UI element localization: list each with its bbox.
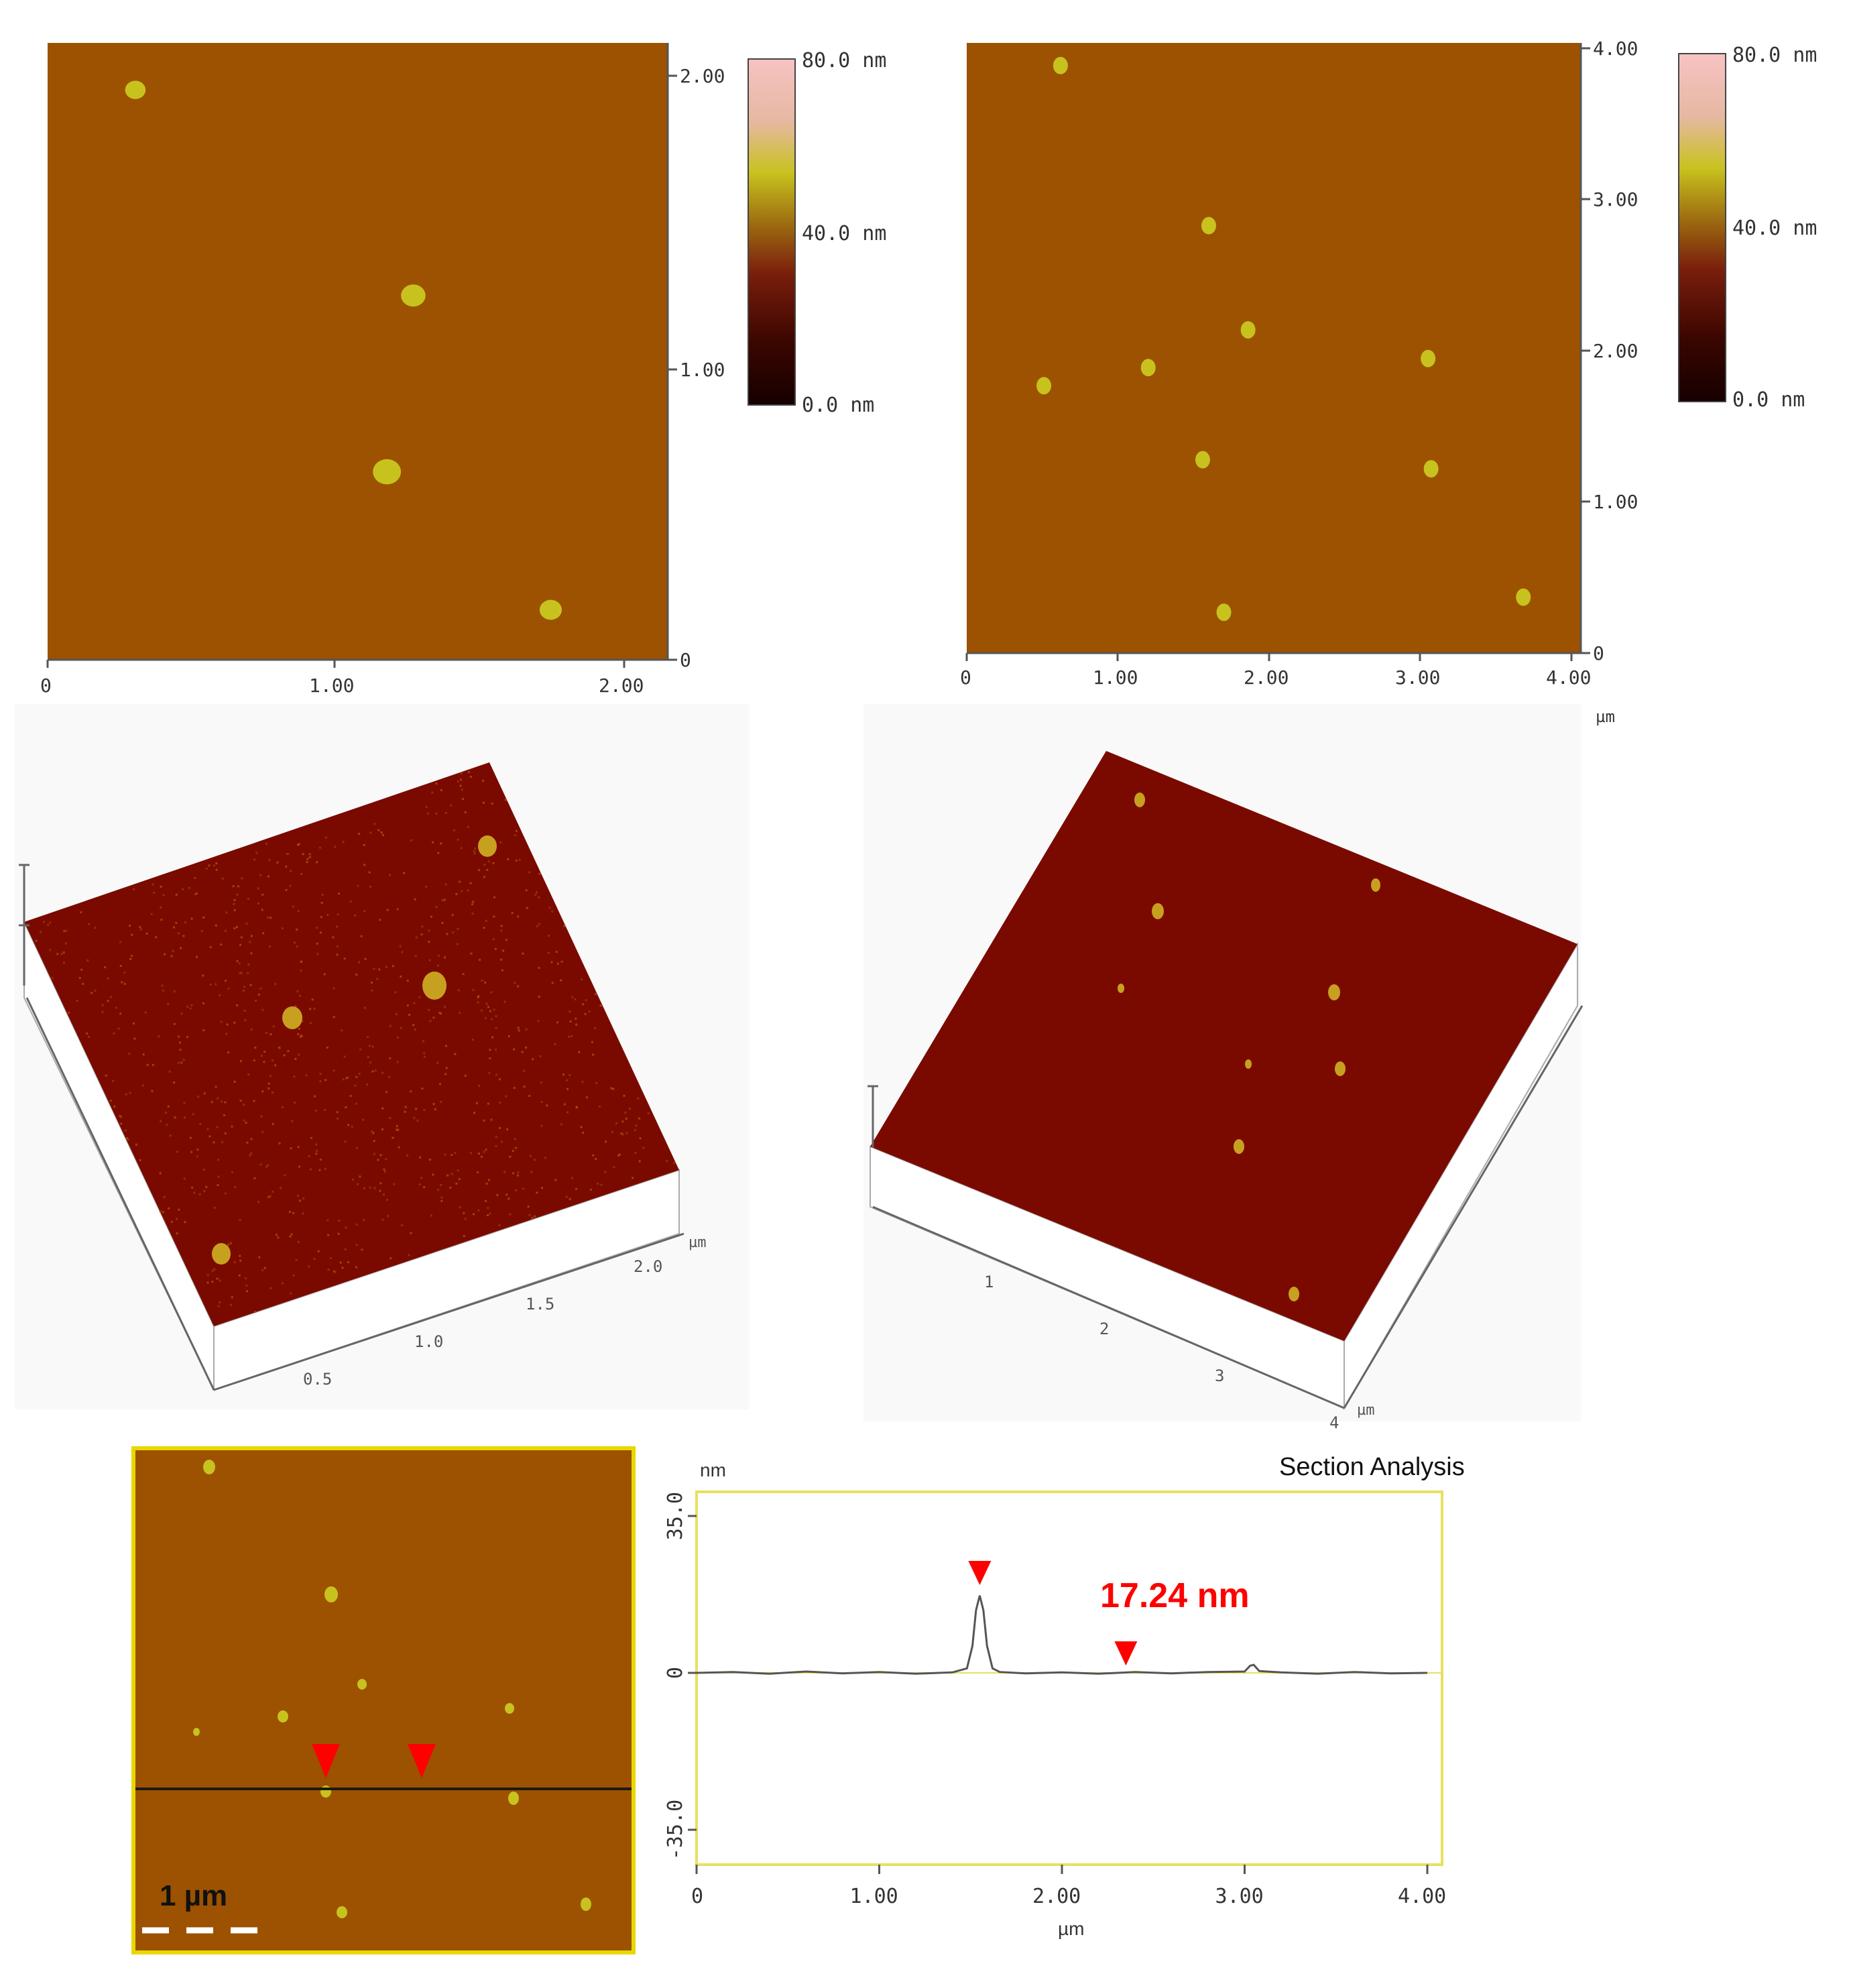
- colorbar-bottom-label: 0.0 nm: [802, 394, 874, 417]
- surface-3d-2um-particles: [212, 835, 497, 1265]
- height-map-2um-particles: [125, 80, 562, 620]
- height-map-4um-y-tick: 1.00: [1593, 491, 1638, 513]
- height-map-4um-unit: µm: [1596, 707, 1615, 726]
- particle: [1423, 460, 1439, 478]
- height-map-4um-particles: [1036, 56, 1531, 622]
- height-map-4um-y-tick: 2.00: [1593, 340, 1638, 362]
- height-map-4um-panel: 4.00 3.00 2.00 1.00 0 0 1.00 2.00 3.00 4…: [960, 38, 1817, 726]
- height-map-2um-x-tick: 2.00: [599, 675, 644, 697]
- height-map-2um-y-tick: 1.00: [680, 359, 725, 381]
- surface-3d-2um-x-tick: 2.0: [634, 1257, 662, 1276]
- height-colorbar: [748, 58, 796, 406]
- particle: [1201, 217, 1216, 235]
- particle: [1053, 56, 1068, 74]
- particle: [401, 284, 426, 307]
- section-x-tick: 3.00: [1215, 1885, 1264, 1908]
- section-marker: [968, 1561, 992, 1585]
- surface-3d-2um-top: [24, 762, 679, 1326]
- surface-3d-2um-x-tick: 1.0: [414, 1332, 443, 1351]
- surface-3d-2um-x-tick: 0.5: [303, 1370, 332, 1389]
- section-y-tick: 35.0: [664, 1492, 687, 1540]
- colorbar-mid-label: 40.0 nm: [1732, 217, 1817, 240]
- section-map-image: [131, 1446, 636, 1954]
- section-y-unit: nm: [700, 1460, 726, 1480]
- section-y-tick: -35.0: [664, 1800, 687, 1860]
- height-map-4um-x-tick: 1.00: [1093, 666, 1138, 689]
- height-map-4um-y-tick: 0: [1593, 642, 1604, 664]
- section-x-unit: µm: [1058, 1918, 1084, 1939]
- surface-3d-4um-particles: [1118, 793, 1380, 1301]
- colorbar-top-label: 80.0 nm: [802, 49, 886, 72]
- surface-3d-2um-panel: 0.5 1.0 1.5 2.0 µm: [15, 704, 749, 1409]
- section-map-panel: 1 µm: [131, 1446, 636, 1954]
- height-map-4um-x-tick: 4.00: [1546, 666, 1591, 689]
- height-colorbar: [1678, 53, 1726, 402]
- section-y-tick: 0: [664, 1667, 687, 1679]
- particle: [1036, 377, 1052, 395]
- particle: [539, 599, 562, 620]
- section-marker-right[interactable]: [408, 1744, 436, 1778]
- section-x-tick: 1.00: [850, 1885, 898, 1908]
- height-map-2um-panel: 2.00 1.00 0 0 1.00 2.00 µm 80.0 nm 40.0 …: [40, 43, 886, 733]
- surface-3d-4um-side-right: [1344, 941, 1578, 1411]
- particle: [1195, 451, 1210, 469]
- section-marker: [1114, 1641, 1138, 1665]
- surface-3d-4um-panel: 1 2 3 4 µm: [863, 704, 1584, 1432]
- colorbar-top-label: 80.0 nm: [1732, 44, 1817, 67]
- height-map-2um-y-tick: 2.00: [680, 65, 725, 87]
- section-plot-frame: [695, 1490, 1443, 1866]
- surface-3d-4um-top: [870, 751, 1577, 1341]
- height-map-4um-y-tick: 4.00: [1593, 38, 1638, 60]
- height-map-4um-x-tick: 0: [960, 666, 971, 689]
- colorbar-bottom-label: 0.0 nm: [1732, 388, 1805, 412]
- surface-3d-4um-x-tick: 4: [1329, 1413, 1339, 1432]
- particle: [1516, 588, 1531, 606]
- height-map-4um-image: [967, 43, 1581, 653]
- height-map-2um-y-tick: 0: [680, 649, 691, 671]
- section-height-annotation: 17.24 nm: [1100, 1576, 1250, 1615]
- particle: [1216, 603, 1232, 622]
- section-axes: 0 1.00 2.00 3.00 4.00 35.0 0 -35.0: [664, 1492, 1446, 1908]
- colorbar-mid-label: 40.0 nm: [802, 222, 886, 245]
- height-map-4um-x-tick: 2.00: [1244, 666, 1289, 689]
- surface-3d-4um-x-tick: 3: [1215, 1366, 1224, 1385]
- surface-3d-2um-x-tick: 1.5: [526, 1295, 554, 1313]
- height-map-2um-image: [48, 43, 668, 660]
- height-map-4um-y-tick: 3.00: [1593, 188, 1638, 211]
- section-x-tick: 2.00: [1032, 1885, 1081, 1908]
- particle: [1140, 359, 1156, 377]
- scale-bar-label: 1 µm: [160, 1879, 227, 1912]
- surface-3d-2um-texture: [35, 771, 675, 1313]
- section-x-tick: 0: [691, 1885, 703, 1908]
- surface-3d-4um-unit: µm: [1357, 1402, 1375, 1419]
- section-analysis-title: Section Analysis: [1279, 1453, 1465, 1481]
- section-x-tick: 4.00: [1398, 1885, 1446, 1908]
- surface-3d-4um-x-tick: 2: [1099, 1320, 1109, 1338]
- section-profile-line: [696, 1595, 1428, 1675]
- height-map-4um-x-tick: 3.00: [1395, 666, 1440, 689]
- section-analysis-panel: Section Analysis nm 0 1.00 2.00 3.00 4.00 35.…: [664, 1453, 1465, 1939]
- surface-3d-2um-unit: µm: [689, 1234, 707, 1251]
- particle: [373, 459, 402, 485]
- surface-3d-4um-x-tick: 1: [984, 1273, 994, 1291]
- particle: [1240, 320, 1256, 339]
- particle: [1421, 349, 1436, 367]
- section-profile-markers: [968, 1561, 1138, 1665]
- particle: [125, 80, 146, 99]
- height-map-2um-x-tick: 1.00: [309, 675, 354, 697]
- height-map-2um-x-tick: 0: [40, 675, 52, 697]
- section-marker-left[interactable]: [312, 1744, 340, 1778]
